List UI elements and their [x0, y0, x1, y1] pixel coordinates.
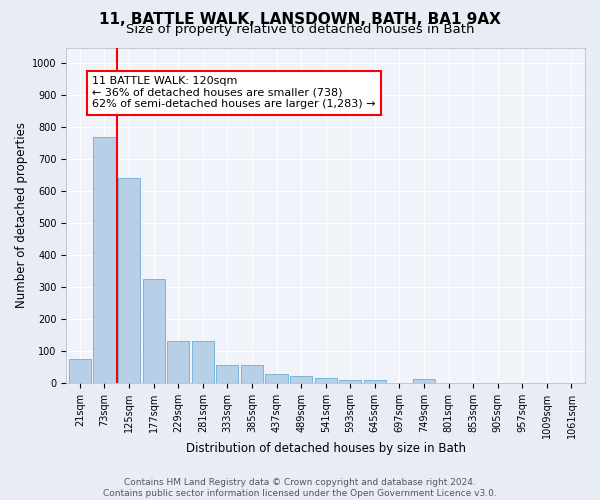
- Bar: [265, 374, 287, 383]
- Bar: [143, 279, 165, 383]
- Text: 11, BATTLE WALK, LANSDOWN, BATH, BA1 9AX: 11, BATTLE WALK, LANSDOWN, BATH, BA1 9AX: [99, 12, 501, 26]
- Text: Size of property relative to detached houses in Bath: Size of property relative to detached ho…: [126, 22, 474, 36]
- Bar: [290, 376, 312, 383]
- Bar: [167, 342, 189, 383]
- Bar: [241, 366, 263, 383]
- Y-axis label: Number of detached properties: Number of detached properties: [15, 122, 28, 308]
- Bar: [314, 378, 337, 383]
- Bar: [192, 342, 214, 383]
- X-axis label: Distribution of detached houses by size in Bath: Distribution of detached houses by size …: [185, 442, 466, 455]
- Text: 11 BATTLE WALK: 120sqm
← 36% of detached houses are smaller (738)
62% of semi-de: 11 BATTLE WALK: 120sqm ← 36% of detached…: [92, 76, 376, 110]
- Text: Contains HM Land Registry data © Crown copyright and database right 2024.
Contai: Contains HM Land Registry data © Crown c…: [103, 478, 497, 498]
- Bar: [364, 380, 386, 383]
- Bar: [339, 380, 361, 383]
- Bar: [413, 379, 435, 383]
- Bar: [217, 366, 238, 383]
- Bar: [69, 359, 91, 383]
- Bar: [118, 178, 140, 383]
- Bar: [94, 137, 116, 383]
